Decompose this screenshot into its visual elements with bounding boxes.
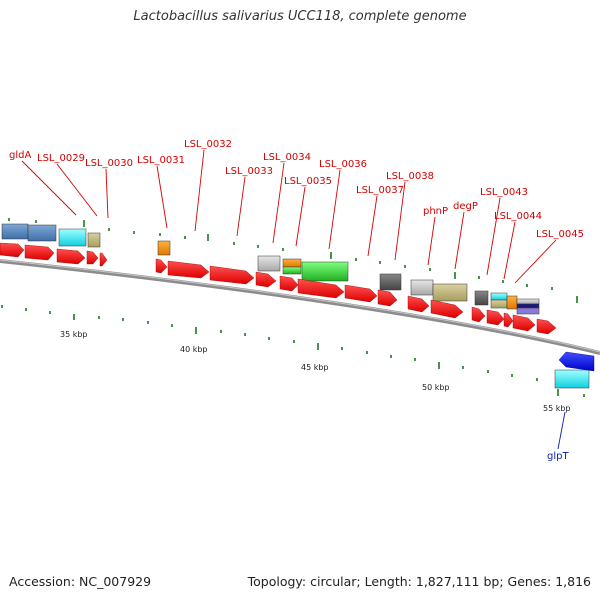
gene-label: LSL_0038: [386, 171, 434, 182]
feature-box: [157, 240, 171, 256]
gene-arrow-reverse: [558, 351, 595, 372]
gene-label: LSL_0032: [184, 139, 232, 150]
scale-label: 35 kbp: [60, 330, 88, 339]
gene-arrow: [344, 284, 378, 303]
gene-label: LSL_0035: [284, 176, 332, 187]
feature-box: [516, 307, 540, 315]
genome-backbone-highlight: [0, 259, 600, 353]
feature-box: [490, 292, 508, 301]
gene-label: gldA: [9, 150, 31, 161]
feature-box: [432, 283, 468, 302]
feature-box: [554, 369, 590, 389]
gene-label: LSL_0037: [356, 185, 404, 196]
feature-box: [490, 299, 508, 309]
gene-arrow: [86, 250, 99, 265]
feature-boxes: [1, 223, 590, 389]
gene-arrow: [99, 252, 108, 267]
feature-box: [257, 255, 281, 272]
gene-label: LSL_0029: [37, 153, 85, 164]
gene-arrow: [209, 265, 255, 285]
feature-box: [1, 223, 29, 240]
forward-genes: [0, 242, 557, 335]
scale-label: 55 kbp: [543, 404, 571, 413]
feature-box: [516, 303, 540, 309]
scale-label: 45 kbp: [301, 363, 329, 372]
gene-label: LSL_0030: [85, 158, 133, 169]
feature-box: [410, 279, 434, 296]
gene-label: glpT: [547, 451, 569, 462]
label-leaders: [21, 149, 557, 284]
gene-arrow: [167, 260, 210, 279]
genome-backbone: [0, 259, 600, 355]
feature-box: [282, 266, 302, 275]
gene-label: LSL_0036: [319, 159, 367, 170]
gene-arrow: [255, 271, 277, 288]
feature-box: [379, 273, 402, 291]
scale-tick-marks: [1, 305, 585, 397]
scale-label: 40 kbp: [180, 345, 208, 354]
gene-label: LSL_0033: [225, 166, 273, 177]
gene-label: LSL_0044: [494, 211, 542, 222]
feature-box: [27, 224, 57, 242]
upper-tick-marks: [8, 218, 578, 303]
gene-label: LSL_0043: [480, 187, 528, 198]
gene-arrow: [512, 314, 536, 332]
feature-box: [282, 258, 302, 268]
topology-text: Topology: circular; Length: 1,827,111 bp…: [247, 574, 591, 589]
map-title: Lactobacillus salivarius UCC118, complet…: [133, 9, 467, 24]
feature-box: [506, 295, 518, 310]
gene-label: LSL_0031: [137, 155, 185, 166]
scale-label: 50 kbp: [422, 383, 450, 392]
gene-arrow: [279, 275, 299, 292]
gene-label: LSL_0034: [263, 152, 311, 163]
gene-arrow: [377, 289, 398, 307]
gene-arrow: [155, 258, 168, 274]
gene-arrow: [24, 244, 55, 261]
gene-arrow: [536, 318, 557, 335]
gene-arrow: [56, 248, 86, 265]
gene-arrow: [503, 312, 514, 328]
gene-arrow: [0, 242, 25, 258]
gene-arrow: [471, 306, 486, 323]
feature-box: [516, 298, 540, 305]
feature-box: [474, 290, 489, 306]
accession-text: Accession: NC_007929: [9, 574, 152, 589]
gene-label: phnP: [423, 206, 448, 217]
feature-box: [301, 261, 349, 282]
feature-box: [58, 228, 87, 247]
gene-label: LSL_0045: [536, 229, 584, 240]
gene-arrow: [407, 295, 430, 313]
gene-arrow: [430, 299, 464, 319]
gene-arrow: [486, 309, 505, 326]
gene-label: degP: [453, 201, 478, 212]
label-leader-glpT: [557, 411, 566, 450]
feature-box: [87, 232, 101, 248]
gene-arrow: [297, 278, 345, 299]
